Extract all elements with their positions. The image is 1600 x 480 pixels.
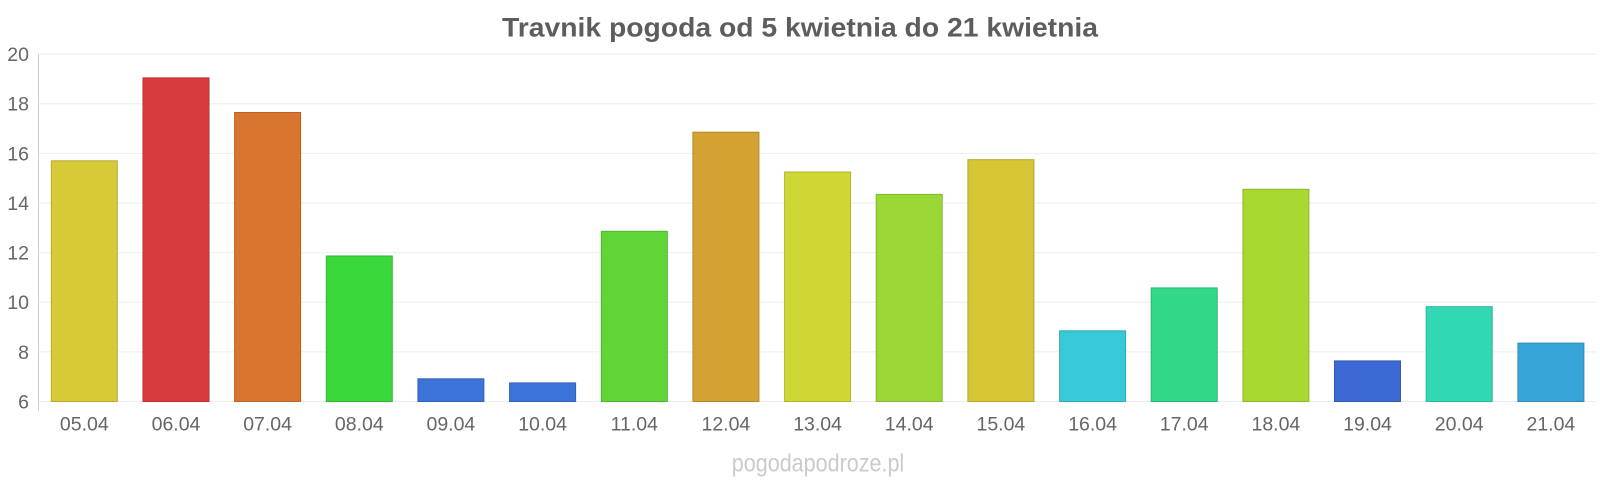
svg-text:18: 18 [7, 94, 29, 116]
svg-text:Travnik pogoda od 5 kwietnia d: Travnik pogoda od 5 kwietnia do 21 kwiet… [502, 12, 1099, 42]
svg-text:8: 8 [18, 342, 29, 364]
svg-text:13.04: 13.04 [793, 414, 842, 436]
svg-text:12: 12 [7, 243, 29, 265]
svg-text:16.04: 16.04 [1068, 414, 1117, 436]
svg-text:20: 20 [7, 44, 29, 66]
svg-text:18.04: 18.04 [1251, 414, 1300, 436]
svg-text:05.04: 05.04 [60, 414, 109, 436]
svg-text:6: 6 [18, 391, 29, 413]
svg-text:10: 10 [7, 292, 29, 314]
svg-text:14.04: 14.04 [885, 414, 934, 436]
svg-text:08.04: 08.04 [335, 414, 384, 436]
svg-text:pogodapodroze.pl: pogodapodroze.pl [732, 450, 904, 478]
svg-text:10.04: 10.04 [518, 414, 567, 436]
svg-text:06.04: 06.04 [152, 414, 201, 436]
svg-text:07.04: 07.04 [243, 414, 292, 436]
svg-text:15.04: 15.04 [976, 414, 1025, 436]
svg-text:16: 16 [7, 143, 29, 165]
svg-text:17.04: 17.04 [1160, 414, 1209, 436]
svg-text:09.04: 09.04 [426, 414, 475, 436]
svg-text:21.04: 21.04 [1526, 414, 1575, 436]
svg-text:20.04: 20.04 [1435, 414, 1484, 436]
svg-text:19.04: 19.04 [1343, 414, 1392, 436]
svg-text:11.04: 11.04 [611, 414, 659, 436]
svg-text:14: 14 [7, 193, 29, 215]
svg-text:12.04: 12.04 [701, 414, 750, 436]
